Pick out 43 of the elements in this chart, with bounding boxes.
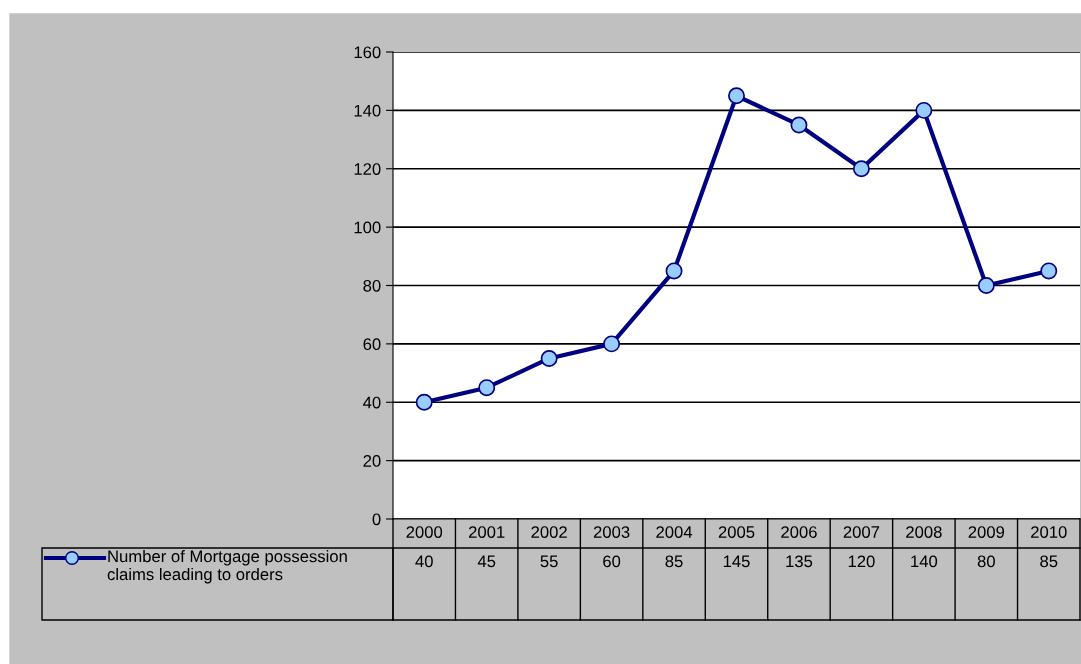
data-label: 120: [848, 555, 875, 568]
y-tick-label: 20: [363, 455, 381, 467]
data-label: 40: [415, 555, 433, 568]
x-tick-label: 2003: [593, 526, 630, 538]
y-tick-label: 40: [363, 396, 381, 409]
y-tick-label: 120: [354, 163, 381, 175]
data-label: 80: [977, 555, 995, 568]
x-tick-label: 2006: [781, 526, 817, 538]
data-label: 145: [723, 555, 750, 568]
point: [1040, 262, 1058, 280]
legend-label: Number of Mortgage possession claims leading to orders: [107, 550, 347, 584]
point: [790, 116, 808, 134]
point: [415, 393, 433, 411]
y-tick-label: 0: [372, 513, 381, 526]
x-tick-label: 2010: [1031, 526, 1067, 538]
data-label: 45: [477, 555, 496, 568]
point: [852, 160, 870, 178]
x-tick-label: 2005: [718, 526, 755, 538]
x-tick-label: 2008: [906, 526, 942, 538]
x-tick-label: 2001: [468, 526, 505, 538]
x-tick-label: 2000: [406, 526, 443, 538]
x-tick-label: 2009: [968, 526, 1005, 538]
data-label: 85: [665, 555, 683, 568]
data-label: 135: [786, 555, 813, 568]
y-tick-label: 60: [363, 338, 381, 351]
x-tick-label: 2007: [843, 526, 880, 538]
y-tick-label: 140: [354, 104, 381, 117]
y-tick-label: 100: [354, 221, 381, 234]
point: [540, 349, 558, 367]
point: [603, 335, 621, 353]
x-tick-label: 2002: [531, 526, 567, 538]
data-label: 140: [911, 555, 938, 568]
point: [665, 262, 683, 280]
point: [478, 379, 496, 397]
y-tick-label: 80: [363, 279, 381, 292]
point: [728, 87, 745, 105]
data-label: 55: [540, 555, 558, 568]
y-tick-label: 160: [354, 46, 381, 59]
x-tick-label: 2004: [656, 526, 693, 538]
data-label: 85: [1040, 555, 1058, 568]
data-label: 60: [603, 555, 621, 568]
point: [915, 101, 933, 119]
point: [977, 277, 995, 294]
